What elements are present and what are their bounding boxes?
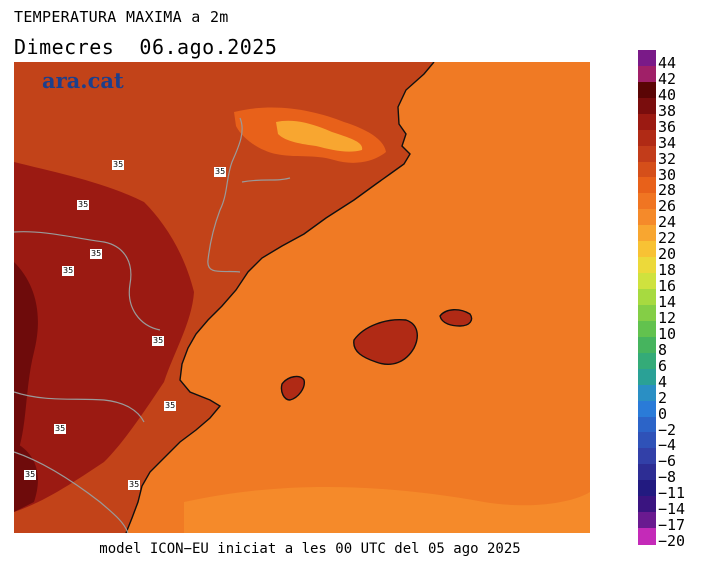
colorbar-label: 30 bbox=[658, 165, 677, 184]
colorbar-label: 20 bbox=[658, 245, 677, 264]
colorbar-swatch bbox=[638, 65, 656, 83]
colorbar-swatch bbox=[638, 432, 656, 449]
colorbar-label: −20 bbox=[658, 532, 686, 551]
colorbar-label: 16 bbox=[658, 277, 677, 296]
model-info-footer: model ICON−EU iniciat a les 00 UTC del 0… bbox=[99, 541, 521, 557]
colorbar-label: 40 bbox=[658, 85, 677, 104]
colorbar-swatch bbox=[638, 209, 656, 226]
colorbar-swatch bbox=[638, 368, 656, 386]
colorbar-swatch bbox=[638, 384, 656, 402]
regional-borders bbox=[14, 117, 291, 533]
colorbar-labels: 44 42 40 38 36 34 32 30 28 26 24 22 20 18 16 14 12 10 8 6 4 2… bbox=[658, 50, 708, 549]
colorbar-swatch bbox=[638, 193, 656, 210]
colorbar-label: 32 bbox=[658, 149, 677, 168]
isotherm-label: 35 bbox=[62, 266, 75, 276]
colorbar-swatch bbox=[638, 320, 656, 338]
colorbar-swatch bbox=[638, 97, 656, 115]
map-title: TEMPERATURA MAXIMA a 2m bbox=[14, 8, 229, 26]
temperature-map bbox=[14, 62, 590, 533]
colorbar-swatch bbox=[638, 512, 656, 529]
colorbar-label: 6 bbox=[658, 356, 668, 375]
colorbar-swatch bbox=[638, 352, 656, 370]
colorbar-label: 34 bbox=[658, 133, 677, 152]
isotherm-label: 35 bbox=[152, 336, 165, 346]
land-very-hot-west bbox=[14, 262, 38, 512]
colorbar-swatch bbox=[638, 257, 656, 274]
colorbar-label: 22 bbox=[658, 229, 677, 248]
isotherm-label: 35 bbox=[112, 160, 125, 170]
colorbar-label: 4 bbox=[658, 372, 668, 391]
colorbar-swatch bbox=[638, 50, 656, 67]
colorbar-swatch bbox=[638, 448, 656, 465]
colorbar-swatch bbox=[638, 177, 656, 194]
isotherm-label: 35 bbox=[77, 200, 90, 210]
colorbar-swatch bbox=[638, 273, 656, 290]
ara-cat-logo: ara.cat bbox=[42, 68, 124, 93]
isotherm-label: 35 bbox=[90, 249, 103, 259]
colorbar-label: 28 bbox=[658, 181, 677, 200]
colorbar-label: 14 bbox=[658, 293, 677, 312]
island-ibiza bbox=[280, 375, 305, 401]
map-canvas bbox=[14, 62, 590, 533]
colorbar-label: 2 bbox=[658, 388, 668, 407]
colorbar-swatch bbox=[638, 241, 656, 258]
colorbar-label: 38 bbox=[658, 101, 677, 120]
colorbar-swatch bbox=[638, 113, 656, 131]
island-mallorca bbox=[353, 319, 418, 366]
colorbar-label: 42 bbox=[658, 69, 677, 88]
colorbar-label: 12 bbox=[658, 308, 677, 327]
isotherm-label: 35 bbox=[54, 424, 67, 434]
coastline bbox=[125, 62, 435, 533]
colorbar-label: −2 bbox=[658, 420, 677, 439]
isotherm-label: 35 bbox=[128, 480, 141, 490]
sea-south-band bbox=[184, 487, 590, 533]
colorbar-label: −8 bbox=[658, 468, 677, 487]
colorbar-label: −17 bbox=[658, 516, 686, 535]
colorbar-label: 36 bbox=[658, 117, 677, 136]
colorbar-swatch bbox=[638, 416, 656, 434]
colorbar-swatch bbox=[638, 225, 656, 242]
colorbar-swatch bbox=[638, 480, 656, 497]
colorbar-swatch bbox=[638, 129, 656, 147]
colorbar-swatch bbox=[638, 304, 656, 322]
colorbar-label: −4 bbox=[658, 436, 677, 455]
colorbar-label: −6 bbox=[658, 452, 677, 471]
temperature-colorbar bbox=[638, 50, 656, 545]
colorbar-label: 18 bbox=[658, 261, 677, 280]
colorbar-label: −11 bbox=[658, 484, 686, 503]
island-menorca bbox=[439, 309, 473, 327]
colorbar-swatch bbox=[638, 400, 656, 418]
colorbar-swatch bbox=[638, 336, 656, 354]
colorbar-swatch bbox=[638, 464, 656, 481]
colorbar-swatch bbox=[638, 496, 656, 513]
colorbar-label: 26 bbox=[658, 197, 677, 216]
colorbar-swatch bbox=[638, 161, 656, 179]
colorbar-label: −14 bbox=[658, 500, 686, 519]
colorbar-label: 10 bbox=[658, 324, 677, 343]
isotherm-label: 35 bbox=[164, 401, 177, 411]
isotherm-label: 35 bbox=[24, 470, 37, 480]
colorbar-swatch bbox=[638, 289, 656, 306]
isotherm-label: 35 bbox=[214, 167, 227, 177]
colorbar-swatch bbox=[638, 528, 656, 545]
colorbar-label: 24 bbox=[658, 213, 677, 232]
forecast-date: Dimecres 06.ago.2025 bbox=[14, 35, 278, 59]
colorbar-label: 0 bbox=[658, 404, 668, 423]
colorbar-swatch bbox=[638, 81, 656, 99]
colorbar-swatch bbox=[638, 145, 656, 163]
pyrenees-peaks bbox=[276, 120, 363, 152]
colorbar-label: 8 bbox=[658, 340, 668, 359]
colorbar-label: 44 bbox=[658, 54, 677, 72]
